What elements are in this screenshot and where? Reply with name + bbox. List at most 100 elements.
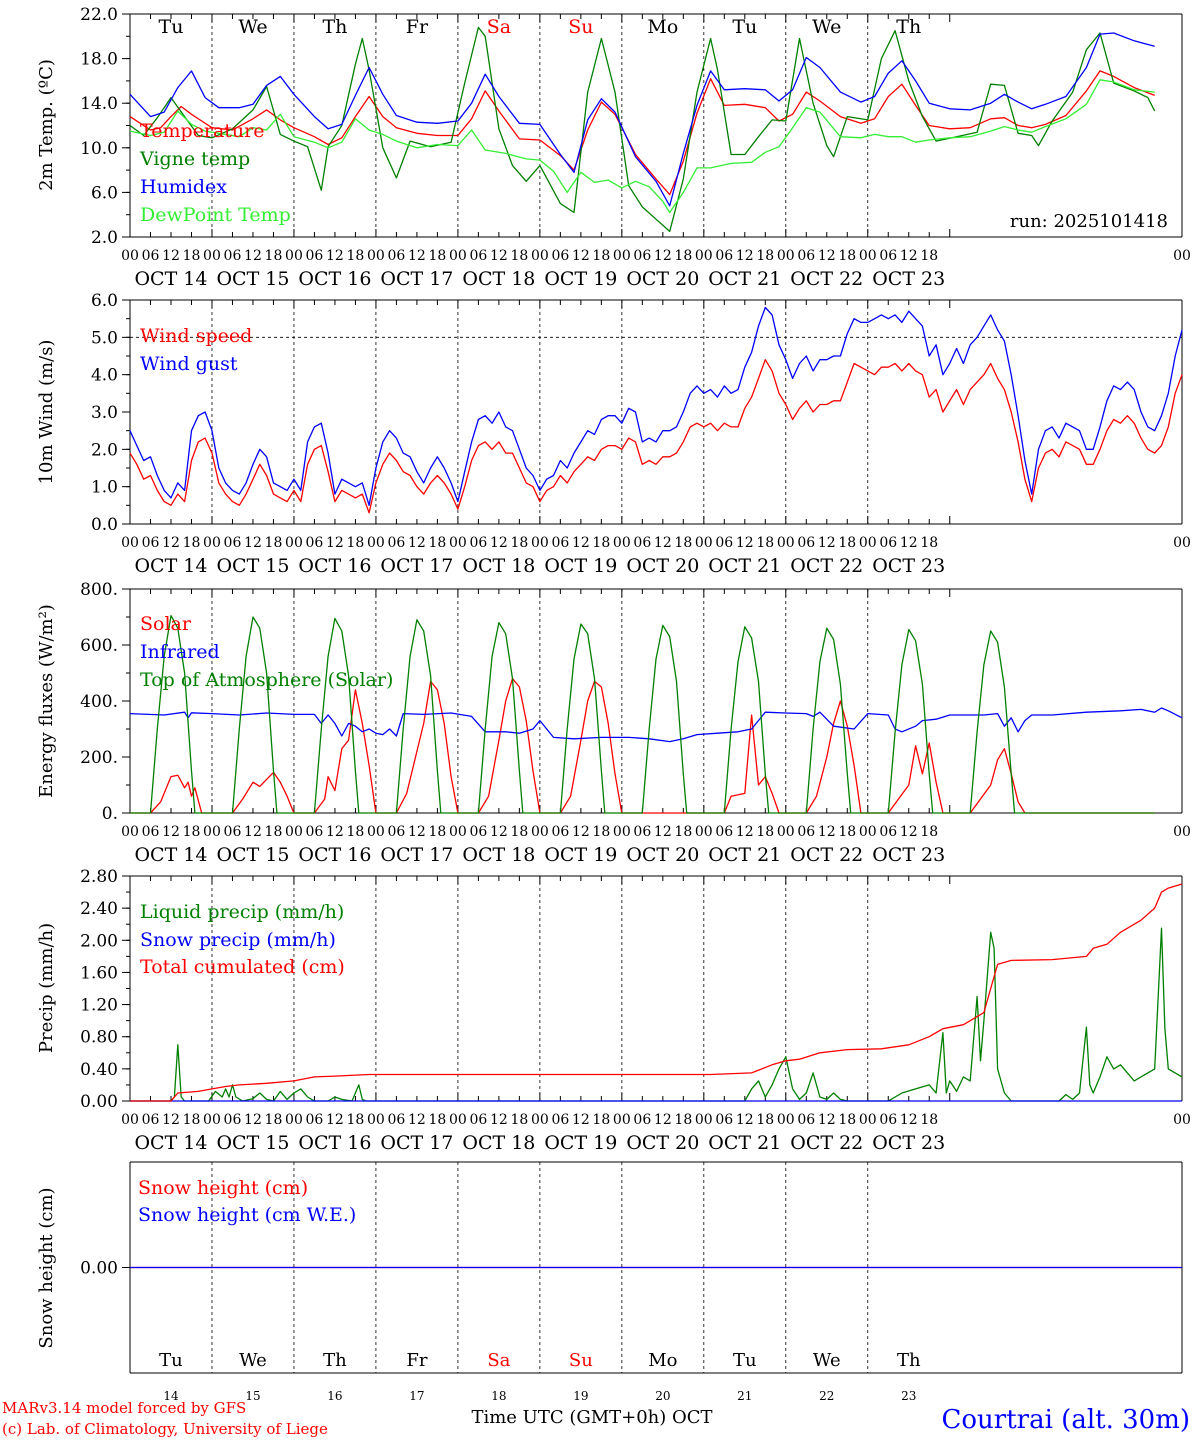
date-label: OCT 21 [708,555,781,577]
hour-label: 18 [428,1112,446,1128]
series-humidex [129,32,1155,207]
hour-label: 06 [142,535,160,551]
day-name: Su [568,16,593,38]
y-tick-label: 1.60 [80,963,118,983]
hour-label: 18 [265,248,283,264]
hour-label: 06 [306,824,324,840]
hour-label: 12 [326,535,344,551]
y-tick-label: 22.0 [80,5,118,25]
hour-label: 12 [244,248,262,264]
date-label: OCT 20 [626,1132,699,1154]
legend-entry: Liquid precip (mm/h) [140,901,344,923]
date-label: OCT 17 [380,844,453,866]
hour-label: 12 [408,824,426,840]
hour-label: 06 [306,535,324,551]
legend-entry: Wind gust [140,353,238,375]
hour-label: 00 [367,535,385,551]
y-tick-label: 0.00 [80,1092,118,1112]
hour-label: 18 [265,535,283,551]
day-number: 15 [245,1389,260,1403]
hour-label: 12 [408,535,426,551]
date-label: OCT 14 [134,844,207,866]
y-axis-label: 2m Temp. (ºC) [36,59,57,191]
hour-label: 12 [162,824,180,840]
date-label: OCT 21 [708,1132,781,1154]
hour-label: 12 [654,1112,672,1128]
date-label: OCT 14 [134,555,207,577]
series-dewpoint-temp [129,79,1155,214]
hour-label: 06 [633,248,651,264]
hour-label: 18 [674,248,692,264]
hour-label: 00 [203,824,221,840]
legend-entry: Humidex [140,176,227,198]
hour-label: 18 [838,248,856,264]
hour-label: 06 [633,824,651,840]
day-number: 16 [327,1389,342,1403]
panel-1: 22.018.014.010.06.02.02m Temp. (ºC)00 06 1… [36,5,1191,290]
y-tick-label: 800. [80,580,118,600]
hour-label: 12 [244,824,262,840]
hour-label: 18 [838,535,856,551]
hour-label: 12 [818,535,836,551]
legend-entry: Snow height (cm) [138,1177,308,1199]
hour-label: 06 [306,1112,324,1128]
hour-label: 00 [1173,824,1191,840]
hour-label: 00 [531,1112,549,1128]
day-number: 14 [163,1389,179,1403]
hour-label: 00 [367,824,385,840]
hour-label: 18 [592,248,610,264]
hour-label: 06 [388,535,406,551]
date-label: OCT 22 [790,844,863,866]
hour-label: 00 [531,248,549,264]
hour-label: 00 [285,248,303,264]
legend-entry: Total cumulated (cm) [140,956,345,978]
series-group [129,26,1156,233]
hour-label: 00 [859,535,877,551]
series-temperature [129,70,1155,196]
y-tick-label: 0.80 [80,1028,118,1048]
hour-label: 00 [531,824,549,840]
legend-entry: Solar [140,613,192,635]
hour-label: 18 [674,824,692,840]
date-label: OCT 23 [872,268,945,290]
hour-label: 06 [388,248,406,264]
hour-label: 12 [408,248,426,264]
hour-label: 18 [510,824,528,840]
hour-label: 18 [428,248,446,264]
hour-label: 06 [551,535,569,551]
y-tick-label: 600. [80,636,118,656]
y-tick-label: 2.00 [80,931,118,951]
legend-entry: Wind speed [140,325,252,347]
day-number: 21 [737,1389,752,1403]
hour-label: 06 [797,1112,815,1128]
series-infrared [129,707,1183,743]
hour-label: 06 [879,824,897,840]
date-label: OCT 14 [134,1132,207,1154]
hour-label: 12 [900,535,918,551]
date-label: OCT 22 [790,555,863,577]
hour-label: 06 [879,535,897,551]
hour-label: 06 [388,824,406,840]
date-label: OCT 15 [216,555,289,577]
date-label: OCT 16 [298,268,371,290]
hour-label: 06 [469,1112,487,1128]
hour-label: 18 [592,535,610,551]
legend-entry: Infrared [140,641,220,663]
legend-entry: Vigne temp [139,148,250,170]
hour-label: 06 [224,1112,242,1128]
hour-label: 06 [715,535,733,551]
date-label: OCT 15 [216,844,289,866]
hour-label: 12 [654,824,672,840]
date-label: OCT 18 [462,268,535,290]
hour-label: 12 [818,248,836,264]
lab-credit: (c) Lab. of Climatology, University of L… [2,1420,328,1438]
hour-label: 00 [449,248,467,264]
series-total-cumulated-cm [130,883,1183,1102]
hour-label: 18 [920,535,938,551]
hour-label: 06 [551,824,569,840]
day-name: Fr [406,16,429,38]
hour-label: 18 [347,1112,365,1128]
day-name: Tu [732,16,757,38]
hour-label: 00 [1173,1112,1191,1128]
series-wind-speed [129,359,1183,514]
